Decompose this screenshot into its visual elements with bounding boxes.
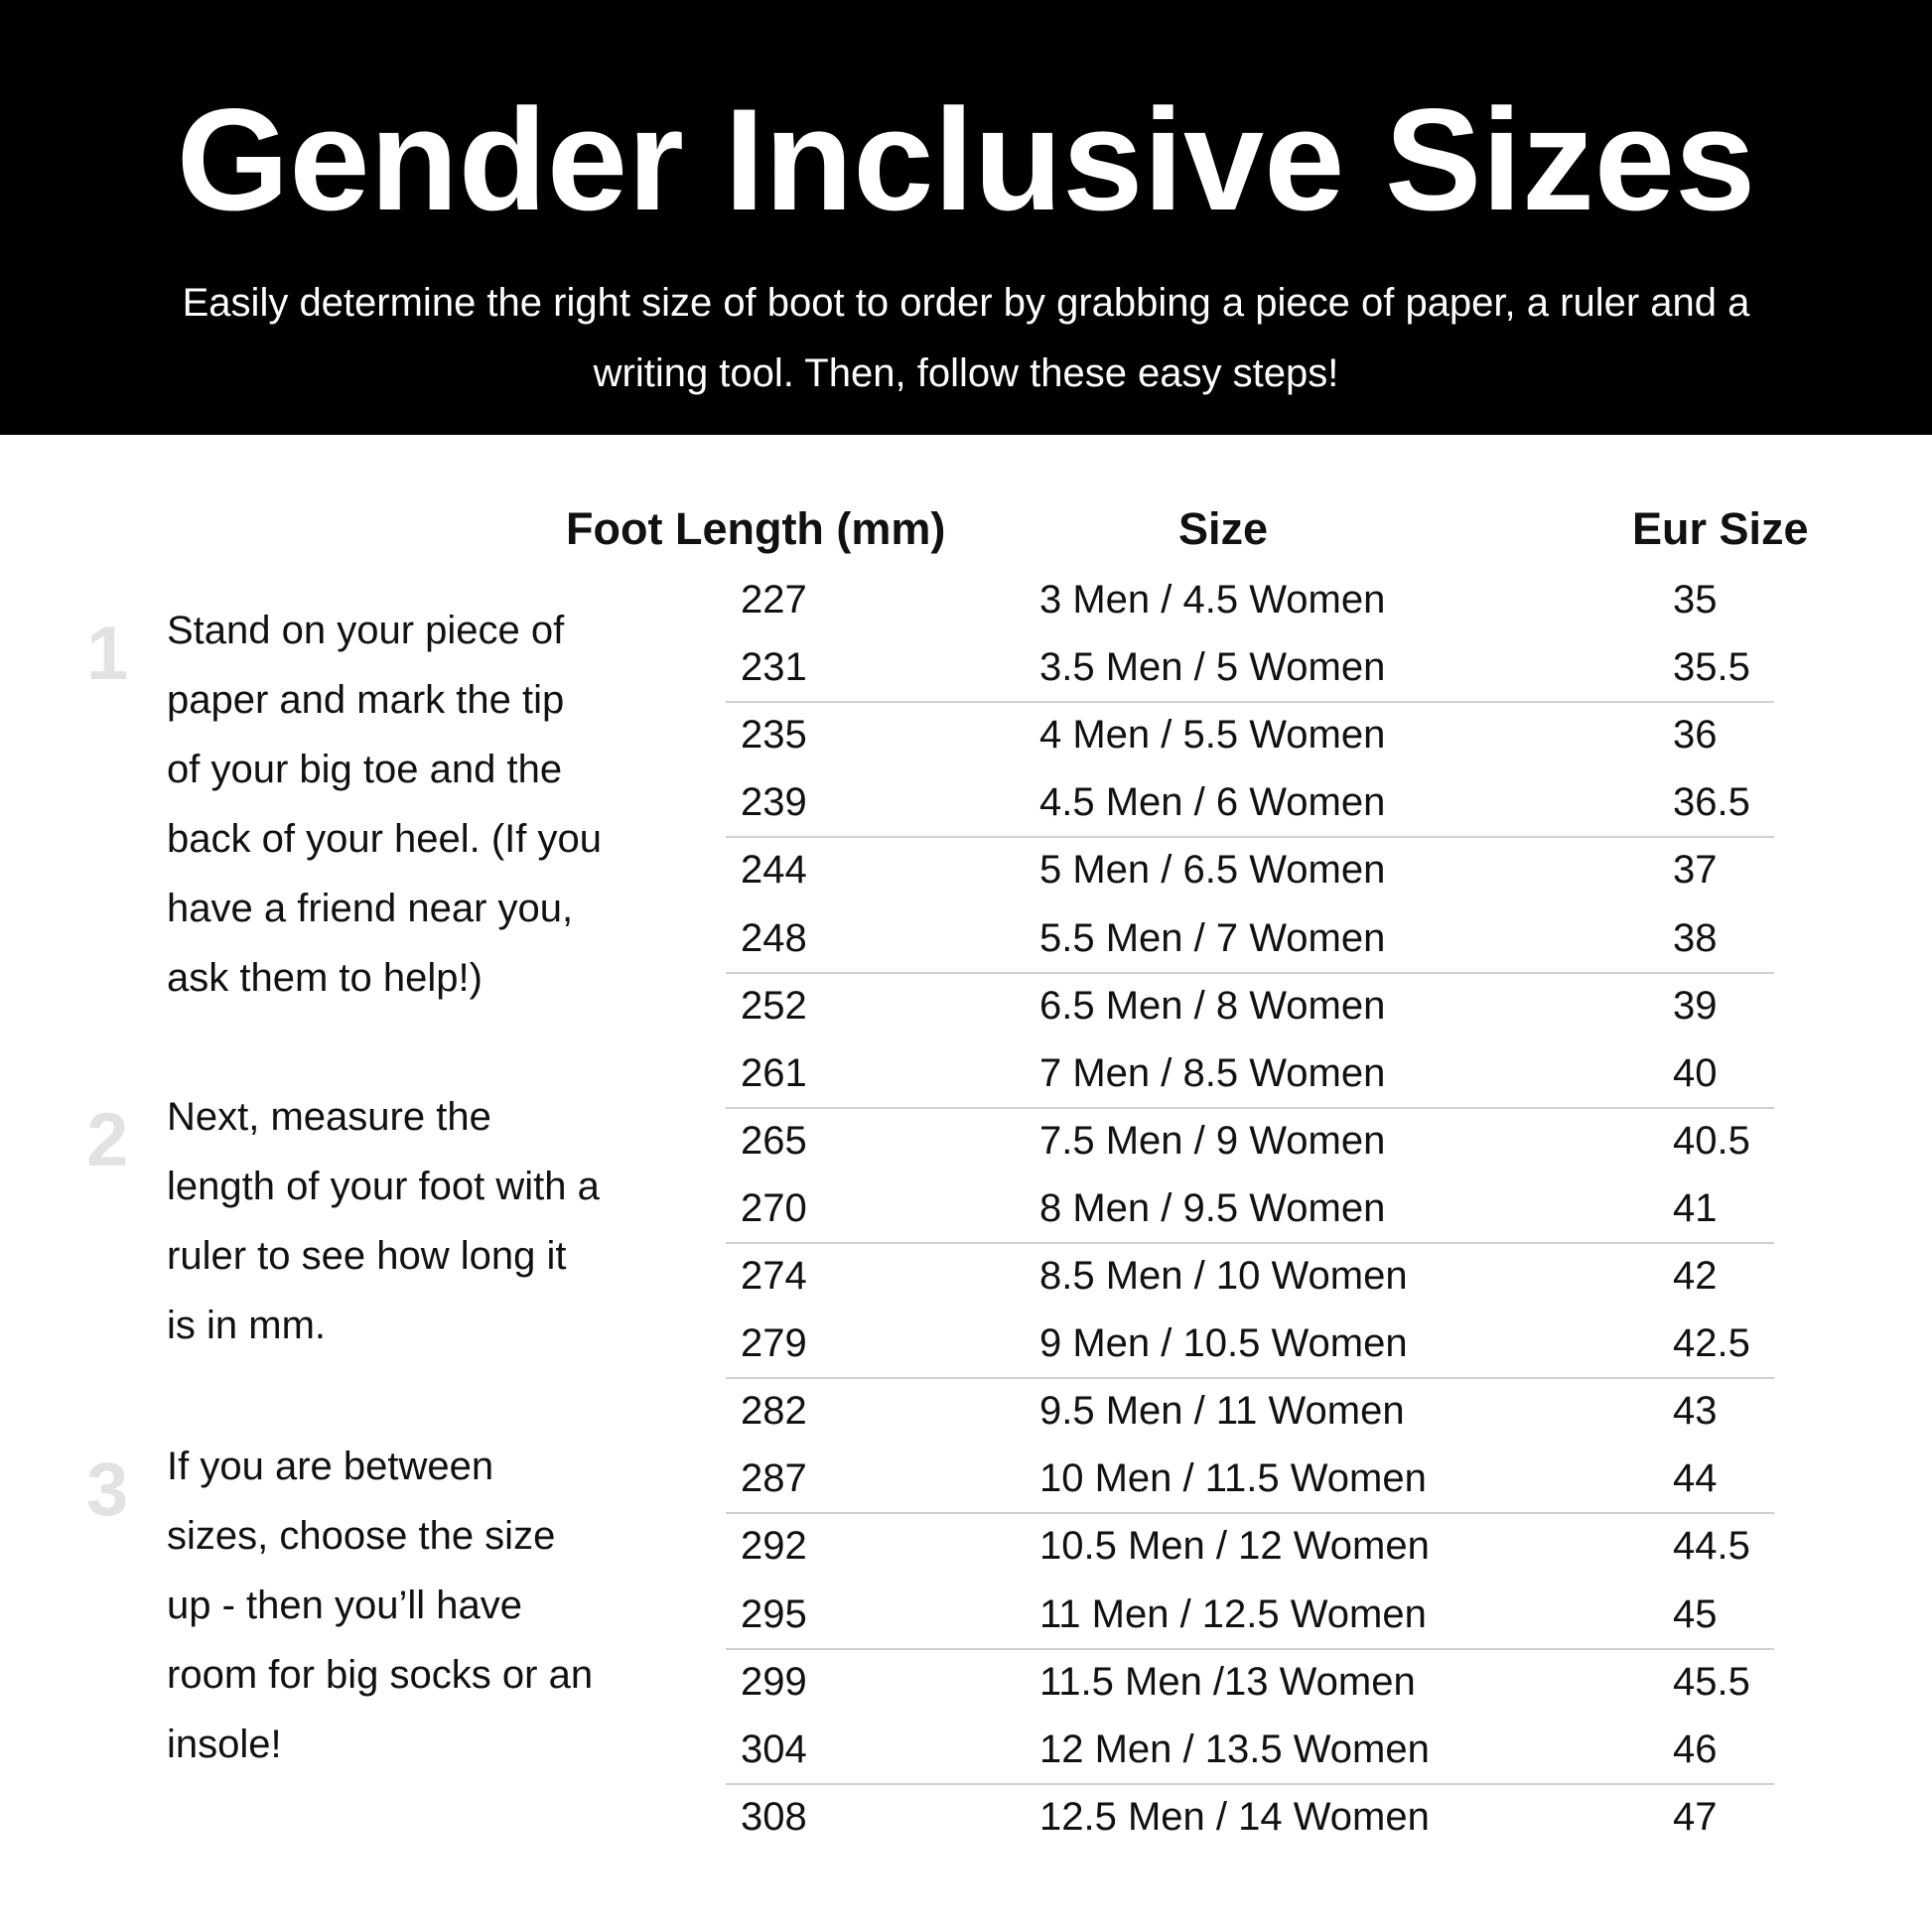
table-cell: 10.5 Men / 12 Women	[1039, 1524, 1430, 1569]
table-cell: 4 Men / 5.5 Women	[1039, 713, 1386, 758]
step-text: length of your foot with a	[167, 1165, 600, 1208]
table-cell: 44	[1673, 1456, 1718, 1501]
table-cell: 5 Men / 6.5 Women	[1039, 848, 1386, 893]
row-separator	[726, 701, 1774, 704]
table-cell: 274	[741, 1254, 807, 1298]
table-cell: 3.5 Men / 5 Women	[1039, 645, 1386, 690]
step-text: room for big socks or an	[167, 1653, 594, 1697]
table-cell: 299	[741, 1659, 807, 1704]
table-cell: 279	[741, 1321, 807, 1366]
table-cell: 248	[741, 915, 807, 960]
step-text: ruler to see how long it	[167, 1234, 567, 1278]
row-separator	[726, 836, 1774, 839]
table-cell: 12 Men / 13.5 Women	[1039, 1726, 1430, 1771]
table-cell: 239	[741, 780, 807, 825]
table-cell: 10 Men / 11.5 Women	[1039, 1456, 1427, 1501]
table-cell: 265	[741, 1118, 807, 1163]
step-text: insole!	[167, 1723, 282, 1766]
step-text: back of your heel. (If you	[167, 817, 603, 861]
table-cell: 35.5	[1673, 645, 1750, 690]
subtitle: writing tool. Then, follow these easy st…	[593, 351, 1339, 395]
table-cell: 308	[741, 1794, 807, 1839]
table-cell: 304	[741, 1726, 807, 1771]
header-band	[0, 0, 1932, 435]
table-cell: 44.5	[1673, 1524, 1750, 1569]
row-separator	[726, 971, 1774, 974]
step-text: Next, measure the	[167, 1095, 491, 1139]
table-cell: 42.5	[1673, 1321, 1750, 1366]
table-cell: 4.5 Men / 6 Women	[1039, 780, 1386, 825]
table-cell: 9.5 Men / 11 Women	[1039, 1389, 1405, 1434]
table-cell: 252	[741, 983, 807, 1028]
step-text: have a friend near you,	[167, 887, 574, 930]
step-text: Stand on your piece of	[167, 609, 565, 652]
table-cell: 282	[741, 1389, 807, 1434]
table-cell: 227	[741, 578, 807, 621]
column-header: Foot Length (mm)	[566, 503, 946, 554]
table-cell: 7 Men / 8.5 Women	[1039, 1050, 1386, 1095]
table-cell: 45	[1673, 1591, 1718, 1636]
table-cell: 39	[1673, 983, 1718, 1028]
table-cell: 295	[741, 1591, 807, 1636]
row-separator	[726, 1782, 1774, 1785]
table-cell: 292	[741, 1524, 807, 1569]
row-separator	[726, 1377, 1774, 1380]
table-cell: 7.5 Men / 9 Women	[1039, 1118, 1386, 1163]
row-separator	[726, 1647, 1774, 1650]
table-cell: 287	[741, 1456, 807, 1501]
table-cell: 38	[1673, 915, 1718, 960]
table-cell: 40.5	[1673, 1118, 1750, 1163]
table-cell: 36	[1673, 713, 1718, 758]
title: Gender Inclusive Sizes	[176, 78, 1756, 240]
subtitle: Easily determine the right size of boot …	[182, 281, 1750, 325]
table-cell: 9 Men / 10.5 Women	[1039, 1321, 1408, 1366]
step-text: of your big toe and the	[167, 748, 563, 791]
table-cell: 6.5 Men / 8 Women	[1039, 983, 1386, 1028]
step-text: paper and mark the tip	[167, 678, 565, 722]
table-cell: 36.5	[1673, 780, 1750, 825]
step-number: 3	[86, 1448, 129, 1532]
step-text: If you are between	[167, 1445, 494, 1488]
table-cell: 46	[1673, 1726, 1718, 1771]
row-separator	[726, 1106, 1774, 1109]
table-cell: 43	[1673, 1389, 1718, 1434]
table-cell: 41	[1673, 1185, 1718, 1230]
row-separator	[726, 1512, 1774, 1515]
table-cell: 45.5	[1673, 1659, 1750, 1704]
table-cell: 235	[741, 713, 807, 758]
table-cell: 261	[741, 1050, 807, 1095]
step-number: 1	[86, 612, 129, 696]
table-cell: 244	[741, 848, 807, 893]
step-text: is in mm.	[167, 1304, 326, 1347]
column-header: Size	[1177, 503, 1269, 554]
table-cell: 11.5 Men /13 Women	[1039, 1659, 1416, 1704]
table-cell: 3 Men / 4.5 Women	[1039, 578, 1386, 621]
table-cell: 35	[1673, 578, 1718, 621]
table-cell: 231	[741, 645, 807, 690]
table-cell: 11 Men / 12.5 Women	[1039, 1591, 1427, 1636]
step-text: up - then you’ll have	[167, 1584, 523, 1627]
table-cell: 37	[1673, 848, 1718, 893]
table-cell: 42	[1673, 1254, 1718, 1298]
table-cell: 47	[1673, 1794, 1718, 1839]
row-separator	[726, 1242, 1774, 1244]
table-cell: 8.5 Men / 10 Women	[1039, 1254, 1408, 1298]
table-cell: 8 Men / 9.5 Women	[1039, 1185, 1386, 1230]
table-cell: 5.5 Men / 7 Women	[1039, 915, 1386, 960]
table-cell: 40	[1673, 1050, 1718, 1095]
step-number: 2	[86, 1098, 129, 1182]
table-cell: 270	[741, 1185, 807, 1230]
step-text: sizes, choose the size	[167, 1514, 556, 1558]
table-cell: 12.5 Men / 14 Women	[1039, 1794, 1430, 1839]
step-text: ask them to help!)	[167, 956, 483, 1000]
column-header: Eur Size	[1632, 503, 1809, 554]
